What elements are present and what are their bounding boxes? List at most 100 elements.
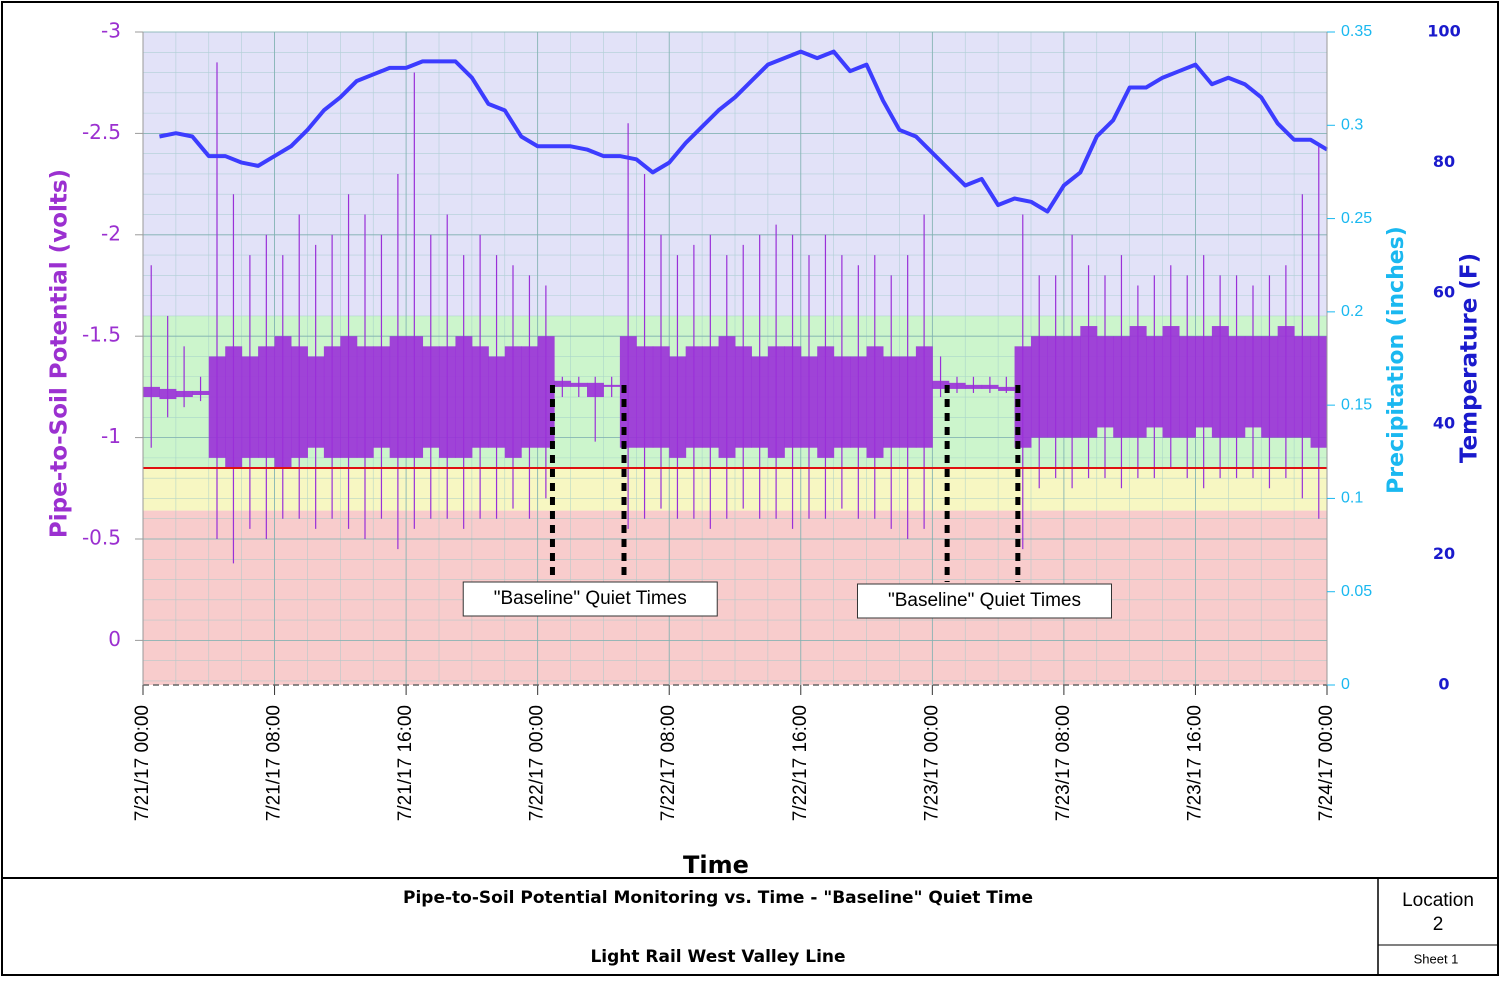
- potential-band: [965, 384, 983, 389]
- y2-tick-label: 0: [1341, 676, 1350, 693]
- potential-band: [948, 382, 966, 389]
- annotation-box: [856, 583, 1112, 619]
- location-label: Location: [1402, 890, 1474, 911]
- potential-band: [1277, 326, 1295, 438]
- y2-tick-label: 0.1: [1341, 490, 1363, 507]
- potential-band: [1113, 336, 1131, 438]
- y2-tick-label: 0.05: [1341, 583, 1372, 600]
- potential-band: [1211, 326, 1229, 438]
- y3-tick-label: 60: [1433, 283, 1455, 302]
- y-tick-label: -0.5: [82, 525, 121, 549]
- potential-band: [307, 356, 325, 448]
- potential-band: [159, 388, 177, 400]
- location-number: 2: [1433, 914, 1444, 935]
- potential-band: [1063, 336, 1081, 438]
- potential-band: [1261, 336, 1279, 438]
- potential-band: [1195, 336, 1213, 428]
- annotation: "Baseline" Quiet Times: [494, 588, 687, 609]
- x-tick-label: 7/22/17 08:00: [658, 705, 679, 821]
- potential-band: [1014, 346, 1032, 448]
- y-tick-label: -1: [101, 424, 121, 448]
- potential-band: [685, 346, 703, 448]
- potential-band: [570, 382, 588, 387]
- potential-band: [274, 336, 292, 469]
- y-tick-label: 0: [108, 627, 121, 651]
- potential-band: [587, 382, 604, 398]
- potential-band: [258, 346, 276, 458]
- potential-band: [1047, 336, 1065, 438]
- potential-band: [1179, 336, 1196, 438]
- potential-band: [488, 356, 506, 448]
- x-axis-title: Time: [683, 851, 749, 879]
- potential-band: [850, 356, 868, 448]
- y2-tick-label: 0.15: [1341, 396, 1372, 413]
- potential-band: [554, 380, 572, 387]
- potential-band: [800, 356, 818, 448]
- potential-band: [833, 356, 851, 448]
- potential-band: [1162, 326, 1180, 438]
- potential-band: [915, 346, 933, 448]
- potential-band: [323, 346, 341, 458]
- potential-band: [998, 386, 1016, 391]
- potential-band: [208, 356, 226, 458]
- potential-band: [702, 346, 720, 448]
- potential-band: [784, 346, 802, 448]
- potential-band: [340, 336, 358, 458]
- potential-band: [932, 380, 950, 389]
- y2-tick-label: 0.25: [1341, 210, 1372, 227]
- annotation-box: [462, 581, 718, 617]
- y3-tick-label: 20: [1433, 544, 1455, 563]
- x-tick-label: 7/21/17 00:00: [132, 705, 153, 821]
- x-tick-label: 7/21/17 08:00: [264, 705, 285, 821]
- y2-axis-title: Precipitation (inches): [1384, 226, 1409, 494]
- potential-band: [1031, 336, 1048, 438]
- y3-tick-label: 100: [1427, 22, 1460, 41]
- y2-tick-label: 0.2: [1341, 303, 1363, 320]
- potential-band: [751, 356, 769, 448]
- sheet-label: Sheet 1: [1414, 951, 1459, 966]
- potential-band: [718, 336, 736, 458]
- y-tick-label: -2: [101, 221, 121, 245]
- potential-band: [356, 346, 374, 458]
- y3-tick-label: 40: [1433, 413, 1455, 432]
- potential-band: [767, 346, 785, 458]
- potential-band: [1096, 336, 1114, 428]
- potential-band: [817, 346, 835, 458]
- potential-band: [192, 390, 210, 396]
- potential-band: [866, 346, 884, 458]
- potential-band: [291, 346, 308, 458]
- y3-tick-label: 80: [1433, 152, 1455, 171]
- potential-band: [981, 384, 999, 389]
- potential-band: [652, 346, 670, 448]
- potential-band: [669, 356, 687, 458]
- y-tick-label: -2.5: [82, 120, 121, 144]
- potential-band: [1080, 326, 1098, 438]
- block-title: Pipe-to-Soil Potential Monitoring vs. Ti…: [403, 888, 1033, 908]
- potential-band: [899, 356, 917, 448]
- potential-band: [636, 346, 654, 448]
- potential-band: [883, 356, 900, 448]
- temperature-line: [159, 49, 1329, 214]
- block-subtitle: Light Rail West Valley Line: [590, 947, 845, 967]
- potential-band: [455, 336, 473, 458]
- x-tick-label: 7/23/17 00:00: [921, 705, 942, 821]
- potential-band: [143, 386, 160, 398]
- x-tick-label: 7/22/17 16:00: [790, 705, 811, 821]
- annotation: "Baseline" Quiet Times: [888, 590, 1081, 611]
- potential-band: [373, 346, 391, 448]
- y3-axis-title: Temperature (F): [1457, 253, 1483, 463]
- potential-band: [389, 336, 407, 458]
- potential-band: [735, 346, 752, 448]
- y-tick-label: -1.5: [82, 323, 121, 347]
- potential-band: [504, 346, 522, 458]
- potential-band: [1244, 336, 1262, 428]
- y3-tick-label: 0: [1438, 675, 1449, 694]
- y-axis-title: Pipe-to-Soil Potential (volts): [47, 169, 73, 538]
- potential-band: [422, 346, 440, 448]
- y2-tick-label: 0.35: [1341, 23, 1372, 40]
- potential-band: [1228, 336, 1246, 438]
- y2-tick-label: 0.3: [1341, 117, 1363, 134]
- frame: [1, 1, 1499, 976]
